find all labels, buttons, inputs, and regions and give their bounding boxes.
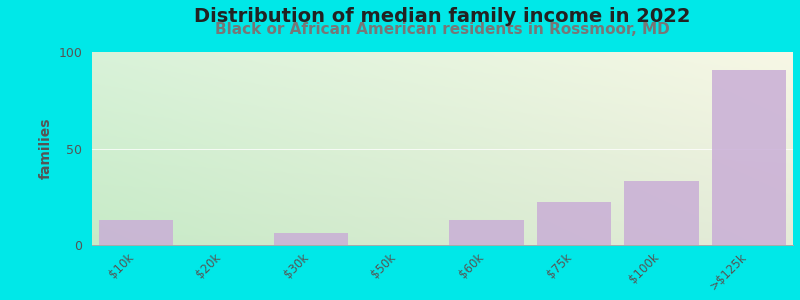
Text: Black or African American residents in Rossmoor, MD: Black or African American residents in R…	[215, 22, 670, 37]
Bar	[449, 220, 524, 244]
Bar	[624, 181, 699, 244]
Title: Distribution of median family income in 2022: Distribution of median family income in …	[194, 7, 691, 26]
Bar	[712, 70, 786, 244]
Y-axis label: families: families	[39, 118, 53, 179]
Bar	[274, 233, 348, 244]
Bar	[98, 220, 173, 244]
Bar	[537, 202, 611, 244]
